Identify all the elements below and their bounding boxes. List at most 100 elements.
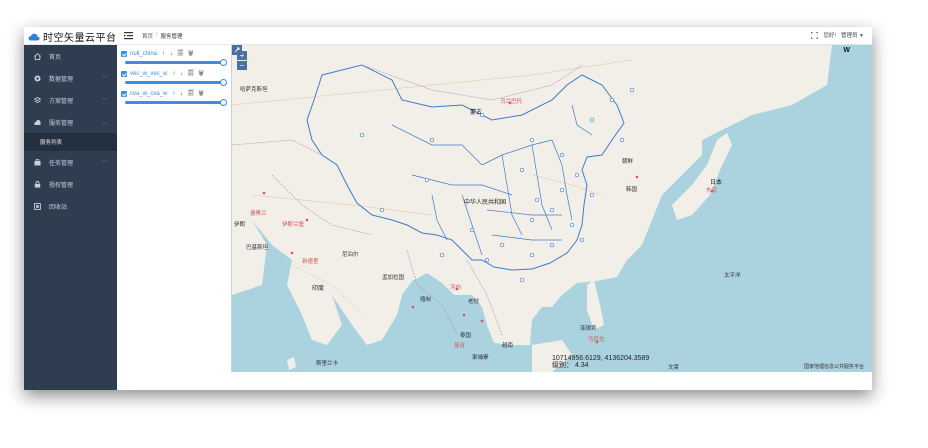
breadcrumb-current: 服务管理	[160, 34, 183, 40]
land-korea	[627, 163, 650, 205]
map-label-india: 印度	[312, 286, 325, 292]
trash-icon	[34, 202, 41, 210]
map-label-bangladesh: 孟加拉国	[382, 275, 405, 281]
layer-opacity-slider[interactable]	[125, 98, 227, 106]
map-label-srilanka: 斯里兰卡	[316, 361, 339, 367]
zoom-out-button[interactable]: −	[237, 61, 247, 70]
data-icon	[34, 75, 41, 81]
layer-actions[interactable]: ↑ ↓ 🗐 🗑	[162, 51, 195, 57]
sidebar-item-label: 数据管理	[49, 76, 74, 83]
app-logo[interactable]: 时空矢量云平台	[28, 29, 117, 44]
layer-name: cva_w_cva_w	[130, 91, 168, 97]
land-west	[232, 215, 267, 295]
map-label-newdelhi: 新德里	[302, 259, 319, 265]
task-icon	[34, 158, 41, 165]
scheme-icon	[34, 96, 41, 103]
sidebar-item-task[interactable]: 任务管理 ﹀	[24, 151, 117, 173]
chevron-up-icon: ︿	[101, 120, 107, 126]
user-name: 管理员	[841, 33, 858, 39]
app-window: 时空矢量云平台 首页 / 服务管理 您好! 管理员 ▼ 首页	[24, 27, 872, 390]
sidebar-item-recycle[interactable]: 回收站	[24, 195, 117, 217]
sidebar-item-label: 方案管理	[49, 98, 74, 105]
map-label-ulaanbaatar: 乌兰巴托	[500, 99, 523, 105]
fullscreen-icon[interactable]	[811, 31, 819, 39]
sidebar-subitem-service-list[interactable]: 服务列表	[24, 133, 117, 151]
zoom-level-readout: 级别： 4.34	[552, 362, 649, 369]
map-label-manila: 马尼拉	[588, 337, 605, 343]
map-label-nepal: 尼泊尔	[342, 252, 359, 258]
sidebar: 首页 数据管理 ﹀ 方案管理 ﹀ 服务管理 ︿ 服务列表 任务管理 ﹀ 授权管理	[24, 45, 117, 390]
slider-handle[interactable]	[220, 78, 227, 86]
land-srilanka	[287, 357, 296, 370]
map-label-thailand: 泰国	[460, 333, 472, 339]
map-label-bangkok: 曼谷	[454, 343, 466, 349]
breadcrumb-separator: /	[156, 32, 158, 38]
layer-checkbox[interactable]	[121, 51, 127, 57]
zoom-level-value: 4.34	[574, 362, 589, 369]
coordinate-text: 10714956.6129, 4136204.3589	[552, 355, 650, 362]
land-japan	[672, 133, 732, 220]
sidebar-item-label: 授权管理	[49, 182, 74, 189]
chevron-down-icon: ﹀	[101, 98, 107, 104]
slider-handle[interactable]	[220, 58, 227, 66]
map-label-korea-s: 韩国	[626, 187, 638, 193]
province-boundaries	[391, 104, 593, 256]
lock-icon	[34, 180, 41, 188]
slider-handle[interactable]	[220, 98, 227, 106]
breadcrumb-home[interactable]: 首页	[142, 34, 154, 40]
map-label-hanoi: 河内	[450, 285, 462, 291]
chevron-down-icon: ﹀	[101, 76, 107, 82]
caret-down-icon: ▼	[859, 33, 864, 39]
map-label-myanmar: 缅甸	[420, 297, 432, 303]
land-borneo	[532, 340, 572, 372]
sidebar-item-scheme[interactable]: 方案管理 ﹀	[24, 89, 117, 111]
layer-name: null_china	[130, 51, 158, 57]
layer-opacity-slider[interactable]	[125, 58, 227, 66]
country-boundaries	[232, 64, 583, 336]
user-menu[interactable]: 管理员 ▼	[841, 31, 864, 39]
sidebar-subitem-label: 服务列表	[40, 140, 63, 146]
layer-checkbox[interactable]	[121, 91, 127, 97]
layer-row: vec_w_vec_w ↑ ↓ 🗐 🗑	[121, 69, 231, 89]
map-label-mongolia: 蒙古	[470, 110, 483, 116]
coordinate-readout: 10714956.6129, 4136204.3589 级别： 4.34	[552, 355, 649, 369]
sidebar-item-data[interactable]: 数据管理 ﹀	[24, 67, 117, 89]
greeting-text: 您好!	[823, 33, 836, 39]
expand-icon[interactable]	[232, 45, 242, 55]
layer-actions[interactable]: ↑ ↓ 🗐 🗑	[172, 91, 206, 97]
zoom-level-label: 级别：	[552, 362, 573, 369]
map-label-china: 中华人民共和国	[464, 200, 507, 206]
sidebar-item-home[interactable]: 首页	[24, 45, 117, 67]
sidebar-item-service[interactable]: 服务管理 ︿	[24, 111, 117, 133]
map-label-tehran: 德黑兰	[250, 211, 267, 217]
china-boundary	[306, 64, 625, 271]
home-icon	[34, 52, 41, 60]
sidebar-item-label: 回收站	[49, 204, 68, 211]
map-canvas[interactable]	[232, 45, 872, 372]
layer-opacity-slider[interactable]	[125, 78, 227, 86]
map-label-philippines: 菲律宾	[580, 326, 597, 332]
menu-toggle-icon[interactable]	[124, 31, 133, 40]
sidebar-item-auth[interactable]: 授权管理	[24, 173, 117, 195]
city-markers	[359, 87, 635, 283]
zoom-controls: + −	[237, 51, 247, 71]
layer-name: vec_w_vec_w	[130, 71, 168, 77]
map-label-cambodia: 柬埔寨	[472, 355, 489, 361]
capital-markers	[262, 101, 714, 344]
app-title: 时空矢量云平台	[43, 33, 117, 44]
map-label-korea-n: 朝鲜	[622, 159, 634, 165]
land-philippines	[587, 280, 604, 330]
layer-actions[interactable]: ↑ ↓ 🗐 🗑	[172, 71, 206, 77]
layer-row: cva_w_cva_w ↑ ↓ 🗐 🗑	[121, 89, 231, 109]
header-user-area: 您好! 管理员 ▼	[811, 31, 864, 39]
cloud-icon	[28, 33, 40, 40]
zoom-in-button[interactable]: +	[237, 51, 247, 60]
map-label-vietnam: 越南	[502, 343, 514, 349]
layer-checkbox[interactable]	[121, 71, 127, 77]
land-taiwan	[587, 243, 594, 263]
map-view[interactable]: 蒙古 乌兰巴托 中华人民共和国 朝鲜 韩国 日本 东京 哈萨克斯坦 德黑兰 伊朗…	[231, 45, 872, 372]
map-label-japan: 日本	[710, 180, 723, 186]
layer-panel: null_china ↑ ↓ 🗐 🗑 vec_w_vec_w ↑ ↓ 🗐 🗑 c…	[121, 49, 231, 129]
map-label-pacific: 太平洋	[724, 273, 741, 279]
map-toolbar-w[interactable]: W	[843, 47, 850, 54]
